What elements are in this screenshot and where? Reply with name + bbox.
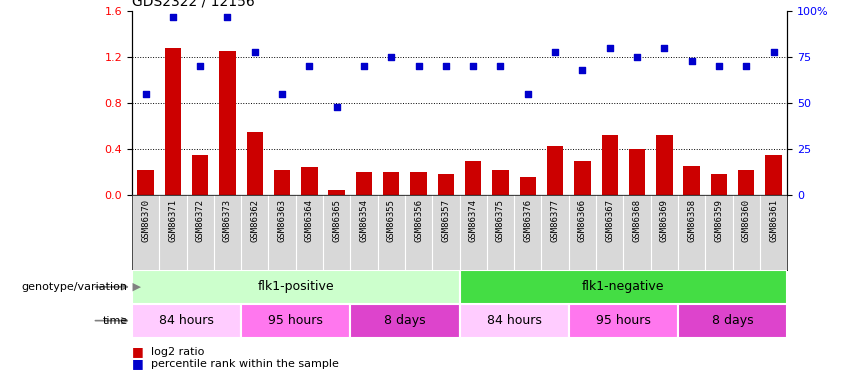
Text: 8 days: 8 days xyxy=(384,314,426,327)
Text: ■: ■ xyxy=(132,345,144,358)
Point xyxy=(631,54,644,60)
Text: GDS2322 / 12156: GDS2322 / 12156 xyxy=(132,0,254,9)
Text: GSM86367: GSM86367 xyxy=(605,199,614,242)
Text: 84 hours: 84 hours xyxy=(487,314,541,327)
Bar xyxy=(241,304,351,338)
Point xyxy=(685,58,699,64)
Bar xyxy=(602,135,618,195)
Point xyxy=(330,104,344,110)
Text: 95 hours: 95 hours xyxy=(268,314,323,327)
Bar xyxy=(738,170,755,195)
Bar xyxy=(683,166,700,195)
Text: flk1-negative: flk1-negative xyxy=(582,280,665,293)
Point xyxy=(412,63,426,69)
Bar xyxy=(629,149,645,195)
Text: ■: ■ xyxy=(132,357,144,370)
Point xyxy=(740,63,753,69)
Text: 95 hours: 95 hours xyxy=(596,314,651,327)
Point xyxy=(521,91,534,97)
Text: GSM86374: GSM86374 xyxy=(469,199,477,242)
Bar xyxy=(220,51,236,195)
Bar xyxy=(493,170,509,195)
Point xyxy=(548,49,562,55)
Text: GSM86357: GSM86357 xyxy=(442,199,450,242)
Text: ▶: ▶ xyxy=(129,282,140,292)
Bar xyxy=(351,304,460,338)
Point xyxy=(166,14,180,20)
Point xyxy=(767,49,780,55)
Bar xyxy=(765,155,782,195)
Point xyxy=(220,14,234,20)
Bar xyxy=(465,160,482,195)
Text: GSM86358: GSM86358 xyxy=(687,199,696,242)
Text: GSM86365: GSM86365 xyxy=(332,199,341,242)
Bar xyxy=(301,167,317,195)
Point xyxy=(575,67,589,73)
Point xyxy=(712,63,726,69)
Text: genotype/variation: genotype/variation xyxy=(21,282,128,292)
Bar xyxy=(656,135,672,195)
Text: GSM86356: GSM86356 xyxy=(414,199,423,242)
Text: GSM86360: GSM86360 xyxy=(742,199,751,242)
Text: 84 hours: 84 hours xyxy=(159,314,214,327)
Point xyxy=(193,63,207,69)
Bar xyxy=(574,160,591,195)
Bar xyxy=(520,177,536,195)
Text: GSM86370: GSM86370 xyxy=(141,199,150,242)
Bar xyxy=(165,48,181,195)
Bar xyxy=(460,270,787,304)
Text: GSM86364: GSM86364 xyxy=(305,199,314,242)
Text: GSM86361: GSM86361 xyxy=(769,199,778,242)
Point xyxy=(466,63,480,69)
Bar xyxy=(568,304,678,338)
Point xyxy=(494,63,507,69)
Text: GSM86372: GSM86372 xyxy=(196,199,204,242)
Bar xyxy=(437,174,454,195)
Point xyxy=(658,45,671,51)
Text: GSM86366: GSM86366 xyxy=(578,199,587,242)
Text: GSM86369: GSM86369 xyxy=(660,199,669,242)
Bar xyxy=(328,190,345,195)
Point xyxy=(603,45,616,51)
Bar xyxy=(274,170,290,195)
Point xyxy=(275,91,288,97)
Bar xyxy=(410,172,427,195)
Point xyxy=(357,63,371,69)
Bar xyxy=(678,304,787,338)
Text: GSM86354: GSM86354 xyxy=(359,199,368,242)
Point xyxy=(139,91,152,97)
Text: GSM86359: GSM86359 xyxy=(715,199,723,242)
Point xyxy=(439,63,453,69)
Bar xyxy=(132,304,241,338)
Bar xyxy=(460,304,568,338)
Bar xyxy=(356,172,372,195)
Point xyxy=(248,49,261,55)
Text: GSM86376: GSM86376 xyxy=(523,199,532,242)
Bar xyxy=(132,270,460,304)
Text: log2 ratio: log2 ratio xyxy=(151,347,204,357)
Point xyxy=(303,63,317,69)
Text: percentile rank within the sample: percentile rank within the sample xyxy=(151,359,339,369)
Bar xyxy=(711,174,727,195)
Point xyxy=(385,54,398,60)
Text: GSM86362: GSM86362 xyxy=(250,199,260,242)
Text: GSM86363: GSM86363 xyxy=(277,199,287,242)
Text: time: time xyxy=(102,316,128,326)
Bar xyxy=(247,132,263,195)
Text: GSM86375: GSM86375 xyxy=(496,199,505,242)
Text: GSM86355: GSM86355 xyxy=(387,199,396,242)
Text: GSM86371: GSM86371 xyxy=(168,199,177,242)
Bar xyxy=(137,170,154,195)
Text: GSM86373: GSM86373 xyxy=(223,199,232,242)
Bar xyxy=(383,172,399,195)
Bar xyxy=(547,146,563,195)
Text: GSM86368: GSM86368 xyxy=(632,199,642,242)
Text: GSM86377: GSM86377 xyxy=(551,199,560,242)
Bar xyxy=(192,155,208,195)
Text: flk1-positive: flk1-positive xyxy=(257,280,334,293)
Text: 8 days: 8 days xyxy=(711,314,753,327)
